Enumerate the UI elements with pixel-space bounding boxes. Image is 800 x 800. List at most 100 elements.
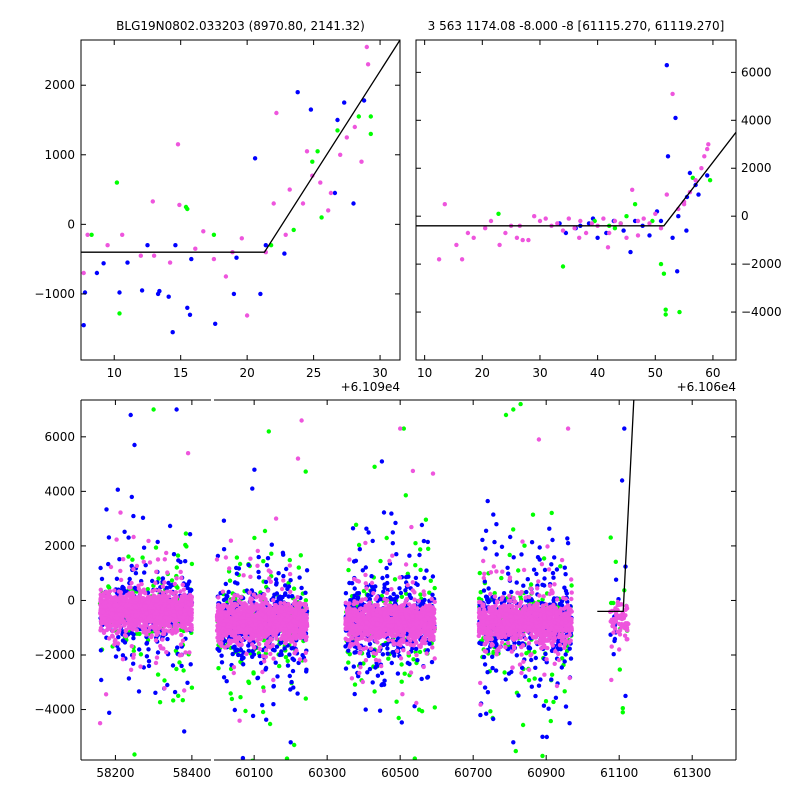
data-point-blue <box>547 526 552 531</box>
data-point-blue <box>116 634 121 640</box>
data-point-blue <box>523 674 528 679</box>
data-point-pink <box>109 597 115 602</box>
data-point-pink <box>267 607 272 613</box>
data-point-pink <box>156 593 162 599</box>
data-point-blue <box>534 571 539 577</box>
data-point-pink <box>262 621 267 627</box>
data-point-blue <box>183 559 188 564</box>
data-point-blue <box>308 107 314 112</box>
data-point-pink <box>118 590 124 595</box>
data-point-blue <box>558 647 563 652</box>
data-point-blue <box>277 594 283 599</box>
data-point-pink <box>601 216 606 221</box>
data-point-blue <box>419 522 425 528</box>
data-point-pink <box>229 638 234 643</box>
data-point-blue <box>189 587 194 593</box>
data-point-pink <box>224 630 230 635</box>
data-point-pink <box>607 230 612 236</box>
data-point-blue <box>366 651 371 656</box>
data-point-green <box>611 600 616 606</box>
data-point-blue <box>290 594 295 599</box>
data-point-pink <box>286 601 291 607</box>
data-point-green <box>315 149 320 154</box>
data-point-pink <box>179 632 184 638</box>
data-point-blue <box>360 568 365 573</box>
data-point-blue <box>104 507 109 512</box>
data-point-blue <box>146 663 152 669</box>
data-point-blue <box>146 647 151 652</box>
data-point-pink <box>263 615 268 620</box>
data-point-blue <box>482 662 488 667</box>
data-point-blue <box>236 566 242 571</box>
data-point-pink <box>264 648 269 653</box>
data-point-pink <box>261 688 267 694</box>
data-point-pink <box>681 202 687 207</box>
data-point-pink <box>142 622 147 628</box>
data-point-pink <box>265 588 271 593</box>
data-point-blue <box>171 552 177 557</box>
data-point-green <box>418 567 423 573</box>
data-point-blue <box>282 646 287 651</box>
data-point-pink <box>118 568 123 574</box>
data-point-blue <box>189 256 194 262</box>
data-point-blue <box>542 576 547 581</box>
data-point-green <box>177 660 182 665</box>
data-point-pink <box>118 577 124 583</box>
data-point-blue <box>390 650 395 655</box>
data-point-green <box>174 565 179 570</box>
chart-title: BLG19N0802.033203 (8970.80, 2141.32) <box>116 19 365 33</box>
x-tick-label: 40 <box>590 366 605 380</box>
data-point-pink <box>201 229 206 234</box>
data-point-blue <box>288 578 293 583</box>
data-point-blue <box>494 552 499 557</box>
data-point-green <box>291 227 296 233</box>
data-point-blue <box>142 570 147 575</box>
data-point-pink <box>115 603 120 609</box>
data-point-pink <box>303 658 308 663</box>
data-point-green <box>492 591 497 596</box>
data-point-blue <box>508 534 513 540</box>
data-point-blue <box>422 575 427 581</box>
data-point-pink <box>239 594 244 600</box>
data-point-blue <box>125 260 130 265</box>
data-point-blue <box>550 570 556 576</box>
data-point-blue <box>351 201 356 206</box>
data-point-pink <box>670 91 675 97</box>
data-point-blue <box>511 555 516 560</box>
data-point-green <box>496 211 501 216</box>
data-point-blue <box>246 648 251 653</box>
data-point-blue <box>385 574 390 579</box>
data-point-pink <box>98 599 103 604</box>
data-point-pink <box>104 589 109 595</box>
data-point-pink <box>239 236 244 241</box>
data-point-blue <box>233 648 238 653</box>
data-point-pink <box>101 630 107 635</box>
data-point-blue <box>141 545 147 550</box>
data-point-blue <box>252 156 258 161</box>
data-point-blue <box>427 641 432 646</box>
data-point-blue <box>81 323 86 328</box>
x-tick-label: 20 <box>240 366 255 380</box>
data-point-blue <box>621 228 626 233</box>
data-point-blue <box>179 663 184 669</box>
data-point-blue <box>286 594 291 599</box>
data-point-green <box>292 742 297 748</box>
data-point-blue <box>491 512 496 517</box>
data-point-green <box>399 662 404 667</box>
data-point-green <box>183 531 189 536</box>
data-point-pink <box>338 152 343 157</box>
data-point-pink <box>537 218 543 224</box>
data-point-pink <box>182 592 187 597</box>
data-point-pink <box>244 651 249 656</box>
data-point-pink <box>155 557 161 562</box>
data-point-blue <box>480 537 485 543</box>
data-point-blue <box>390 541 395 546</box>
data-point-pink <box>141 559 146 564</box>
data-point-pink <box>248 556 253 561</box>
data-point-blue <box>419 676 424 682</box>
data-point-blue <box>544 734 549 740</box>
data-point-green <box>476 596 482 601</box>
data-point-blue <box>554 567 560 572</box>
data-point-blue <box>481 588 487 593</box>
data-point-blue <box>175 645 180 650</box>
